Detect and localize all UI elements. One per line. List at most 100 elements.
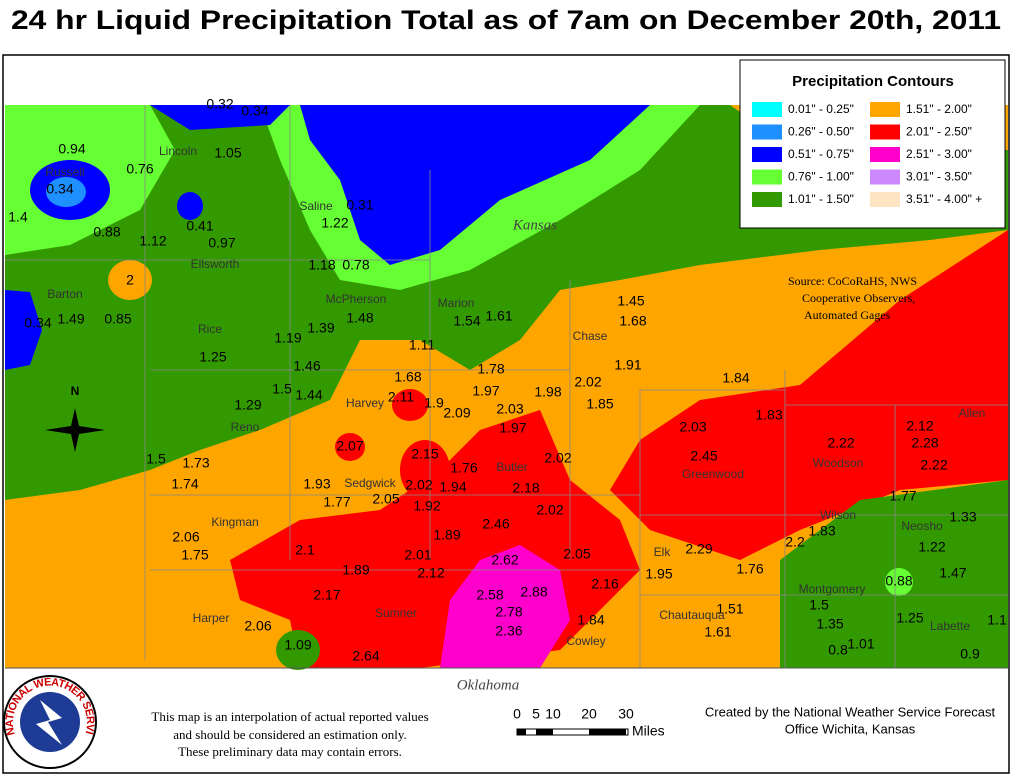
contour-red	[335, 433, 365, 461]
station-value: 2.07	[336, 438, 363, 454]
scale-segment	[536, 729, 553, 735]
station-value: 1.94	[439, 479, 466, 495]
station-value: 2.2	[785, 534, 805, 550]
scale-ticks: 0 5 10 20 30	[513, 706, 634, 722]
station-value: 0.34	[46, 181, 73, 197]
source: Source: CoCoRaHS, NWS Cooperative Observ…	[788, 274, 917, 322]
station-value: 2.17	[313, 587, 340, 603]
station-value: 2.02	[405, 477, 432, 493]
station-value: 0.88	[93, 224, 120, 240]
county-name: Reno	[231, 420, 260, 434]
scale-segment	[589, 729, 626, 735]
legend-swatch	[752, 169, 782, 185]
legend-label: 0.76" - 1.00"	[788, 170, 854, 184]
station-value: 1.25	[896, 610, 923, 626]
station-value: 2.29	[685, 541, 712, 557]
station-value: 2.15	[411, 446, 438, 462]
disclaimer-line: These preliminary data may contain error…	[178, 744, 402, 759]
station-value: 2.06	[172, 529, 199, 545]
station-value: 2.88	[520, 584, 547, 600]
station-value: 0.31	[346, 197, 373, 213]
station-value: 1.25	[199, 349, 226, 365]
county-name: Saline	[299, 199, 333, 213]
station-value: 2.18	[512, 480, 539, 496]
station-value: 1.47	[939, 565, 966, 581]
station-value: 1.97	[499, 420, 526, 436]
legend-swatch	[752, 192, 782, 207]
station-value: 2.78	[495, 604, 522, 620]
station-value: 0.34	[241, 103, 268, 119]
station-value: 2.05	[563, 546, 590, 562]
station-value: 0.32	[206, 96, 233, 112]
station-value: 1.68	[394, 369, 421, 385]
station-value: 1.4	[8, 209, 28, 225]
county-name: Harvey	[346, 396, 384, 410]
logo-bolt	[36, 700, 62, 745]
county-line	[144, 105, 896, 668]
contour-lightgreen	[885, 568, 913, 596]
station-value: 2.16	[591, 576, 618, 592]
station-value: 0.76	[126, 161, 153, 177]
station-value: 2.11	[388, 389, 414, 405]
county-name: Ellsworth	[191, 257, 240, 271]
legend-items: 0.01" - 0.25" 0.26" - 0.50" 0.51" - 0.75" 0…	[752, 102, 982, 207]
legend-swatch	[752, 124, 782, 140]
station-value: 2.02	[574, 374, 601, 390]
legend-label: 0.51" - 0.75"	[788, 147, 854, 161]
contour-lightblue	[46, 177, 86, 207]
contours	[5, 105, 1008, 670]
map-title: 24 hr Liquid Precipitation Total as of 7…	[11, 5, 1001, 35]
station-value: 1.39	[307, 320, 334, 336]
scale-tick-label: 30	[618, 706, 634, 722]
county-name: Wilson	[820, 508, 856, 522]
county-name: Elk	[654, 545, 672, 559]
station-value: 2.46	[482, 516, 509, 532]
station-value: 1.91	[614, 357, 641, 373]
contour-green	[276, 630, 320, 670]
contour-red	[400, 440, 450, 500]
legend-swatch	[870, 192, 900, 207]
legend-swatch	[752, 147, 782, 162]
county-name: Marion	[438, 296, 475, 310]
disclaimer-line: This map is an interpolation of actual r…	[151, 709, 428, 724]
station-value: 1.83	[755, 407, 782, 423]
station-value: 2.05	[372, 491, 399, 507]
contour-blue	[177, 192, 203, 220]
county-lines	[5, 105, 1008, 668]
station-value: 0.41	[186, 218, 213, 234]
station-value: 1.45	[617, 293, 644, 309]
legend-label: 3.01" - 3.50"	[906, 170, 972, 184]
station-value: 1.48	[346, 310, 373, 326]
county-name: Butler	[496, 460, 527, 474]
station-value: 1.18	[308, 257, 335, 273]
county-name: Russell	[45, 165, 84, 179]
station-value: 1.83	[808, 523, 835, 539]
station-value: 1.05	[214, 145, 241, 161]
source-line: Source: CoCoRaHS, NWS	[788, 274, 917, 288]
map-frame	[2, 54, 1010, 774]
station-value: 1.51	[716, 601, 743, 617]
scale-bar: 0 5 10 20 30 Miles	[513, 706, 665, 739]
station-value: 1.33	[949, 509, 976, 525]
legend-swatch	[870, 124, 900, 140]
station-value: 0.94	[58, 141, 85, 157]
station-value: 1.22	[918, 539, 945, 555]
station-value: 1.1	[987, 612, 1007, 628]
station-value: 1.11	[409, 337, 435, 353]
county-name: Lincoln	[159, 144, 197, 158]
station-value: 1.77	[323, 494, 350, 510]
station-value: 0.78	[342, 257, 369, 273]
station-value: 1.77	[889, 488, 916, 504]
county-name: Sumner	[375, 606, 417, 620]
county-name: Harper	[193, 611, 230, 625]
station-value: 1.73	[182, 455, 209, 471]
station-value: 1.12	[139, 233, 166, 249]
station-value: 1.76	[450, 460, 477, 476]
station-value: 2.58	[476, 587, 503, 603]
station-value: 1.84	[722, 370, 749, 386]
source-line: Automated Gages	[804, 308, 891, 322]
county-name: Cowley	[566, 634, 605, 648]
station-value: 1.75	[181, 547, 208, 563]
county-name: Allen	[959, 406, 986, 420]
